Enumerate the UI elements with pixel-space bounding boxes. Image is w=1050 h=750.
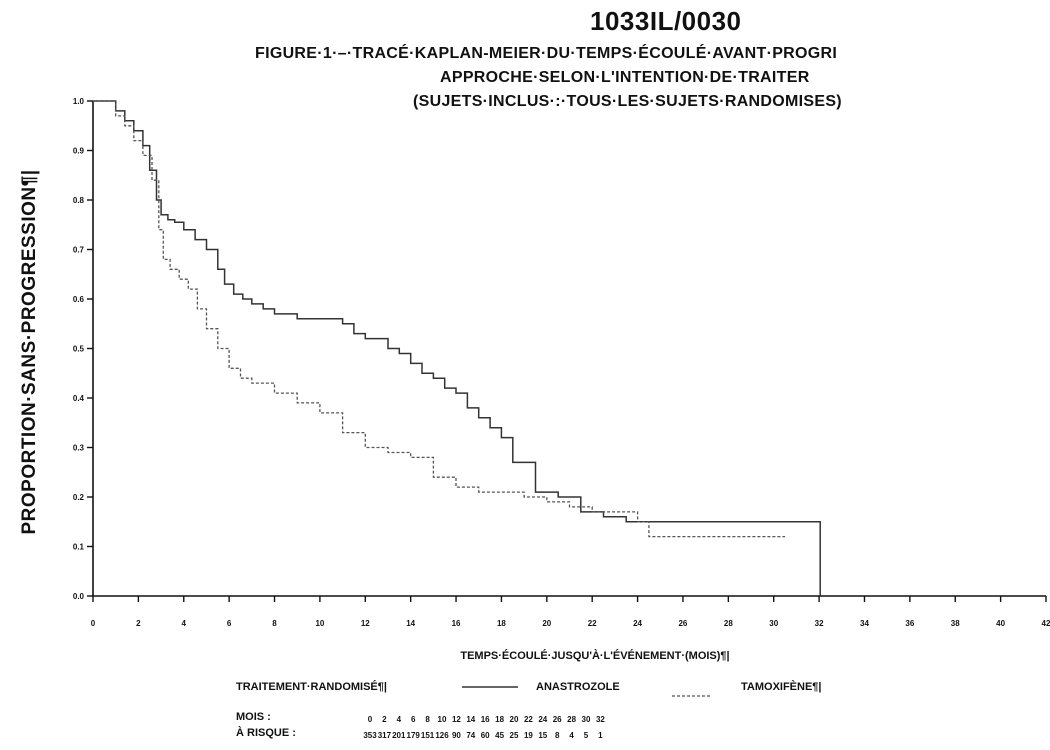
- legend-label-tamoxifene: TAMOXIFÈNE¶|: [741, 681, 822, 693]
- x-tick-label: 16: [452, 619, 461, 628]
- x-tick-label: 38: [951, 619, 960, 628]
- risk-month-value: 0: [368, 715, 373, 724]
- y-tick-label: 0.4: [73, 394, 85, 403]
- chart-subtitle-line-1: FIGURE·1·–·TRACÉ·KAPLAN-MEIER·DU·TEMPS·É…: [255, 45, 838, 62]
- y-tick-label: 0.5: [73, 345, 85, 354]
- risk-month-value: 18: [495, 715, 504, 724]
- y-tick-label: 0.7: [73, 246, 85, 255]
- chart-subtitle-line-2: APPROCHE·SELON·L'INTENTION·DE·TRAITER: [440, 69, 810, 86]
- risk-count-value: 60: [481, 731, 490, 740]
- risk-count-value: 19: [524, 731, 533, 740]
- x-tick-label: 12: [361, 619, 370, 628]
- x-tick-label: 8: [272, 619, 277, 628]
- x-tick-label: 18: [497, 619, 506, 628]
- x-tick-label: 20: [542, 619, 551, 628]
- y-tick-label: 0.1: [73, 543, 85, 552]
- risk-count-value: 90: [452, 731, 461, 740]
- x-tick-label: 22: [588, 619, 597, 628]
- risk-count-value: 4: [569, 731, 574, 740]
- risk-month-value: 32: [596, 715, 605, 724]
- y-tick-label: 0.9: [73, 147, 85, 156]
- risk-count-value: 126: [435, 731, 449, 740]
- chart-axes: 0.00.10.20.30.40.50.60.70.80.91.00 2 4 6 8 10…: [73, 97, 1050, 628]
- legend-title: TRAITEMENT·RANDOMISÉ¶|: [236, 681, 387, 693]
- risk-count-value: 317: [378, 731, 392, 740]
- y-tick-label: 0.0: [73, 592, 85, 601]
- chart-title: 1033IL/0030: [590, 6, 742, 36]
- risk-count-value: 151: [421, 731, 435, 740]
- x-tick-label: 40: [996, 619, 1005, 628]
- risk-count-value: 5: [584, 731, 589, 740]
- x-tick-label: 30: [769, 619, 778, 628]
- risk-count-value: 201: [392, 731, 406, 740]
- x-tick-label: 10: [315, 619, 324, 628]
- x-tick-label: 34: [860, 619, 869, 628]
- series-line-tamoxifene: [93, 100, 786, 538]
- risk-count-value: 74: [466, 731, 475, 740]
- risk-month-value: 30: [582, 715, 591, 724]
- risk-table-at-risk-label: À RISQUE :: [236, 727, 296, 739]
- risk-month-value: 22: [524, 715, 533, 724]
- chart-series: [93, 100, 821, 596]
- chart-subtitle-line-3: (SUJETS·INCLUS·:·TOUS·LES·SUJETS·RANDOMI…: [413, 93, 842, 110]
- y-tick-label: 0.6: [73, 295, 85, 304]
- risk-count-value: 353: [363, 731, 377, 740]
- x-axis-label: TEMPS·ÉCOULÉ·JUSQU'À·L'ÉVÉNEMENT·(MOIS)¶…: [460, 650, 730, 662]
- risk-month-value: 28: [567, 715, 576, 724]
- risk-month-value: 16: [481, 715, 490, 724]
- y-tick-label: 0.2: [73, 493, 85, 502]
- risk-month-value: 20: [510, 715, 519, 724]
- risk-table-months-label: MOIS :: [236, 711, 271, 723]
- risk-count-value: 179: [407, 731, 421, 740]
- risk-month-value: 12: [452, 715, 461, 724]
- x-tick-label: 6: [227, 619, 232, 628]
- x-tick-label: 28: [724, 619, 733, 628]
- y-tick-label: 0.8: [73, 196, 85, 205]
- risk-month-value: 24: [538, 715, 547, 724]
- x-tick-label: 32: [815, 619, 824, 628]
- risk-count-value: 45: [495, 731, 504, 740]
- risk-month-value: 26: [553, 715, 562, 724]
- x-tick-label: 26: [678, 619, 687, 628]
- legend-lines: [462, 686, 712, 697]
- risk-month-value: 14: [466, 715, 475, 724]
- series-line-anastrozole: [93, 100, 821, 596]
- risk-count-value: 1: [598, 731, 603, 740]
- y-tick-label: 1.0: [73, 97, 85, 106]
- legend-label-anastrozole: ANASTROZOLE: [536, 681, 620, 693]
- x-tick-label: 2: [136, 619, 141, 628]
- x-tick-label: 24: [633, 619, 642, 628]
- x-tick-label: 36: [905, 619, 914, 628]
- x-tick-label: 4: [182, 619, 187, 628]
- risk-month-value: 8: [425, 715, 430, 724]
- x-tick-label: 0: [91, 619, 96, 628]
- x-tick-label: 42: [1042, 619, 1050, 628]
- risk-month-value: 2: [382, 715, 387, 724]
- risk-month-value: 6: [411, 715, 416, 724]
- y-tick-label: 0.3: [73, 444, 85, 453]
- risk-count-value: 15: [538, 731, 547, 740]
- risk-month-value: 10: [438, 715, 447, 724]
- risk-count-value: 8: [555, 731, 560, 740]
- risk-count-value: 25: [510, 731, 519, 740]
- risk-month-value: 4: [397, 715, 402, 724]
- x-tick-label: 14: [406, 619, 415, 628]
